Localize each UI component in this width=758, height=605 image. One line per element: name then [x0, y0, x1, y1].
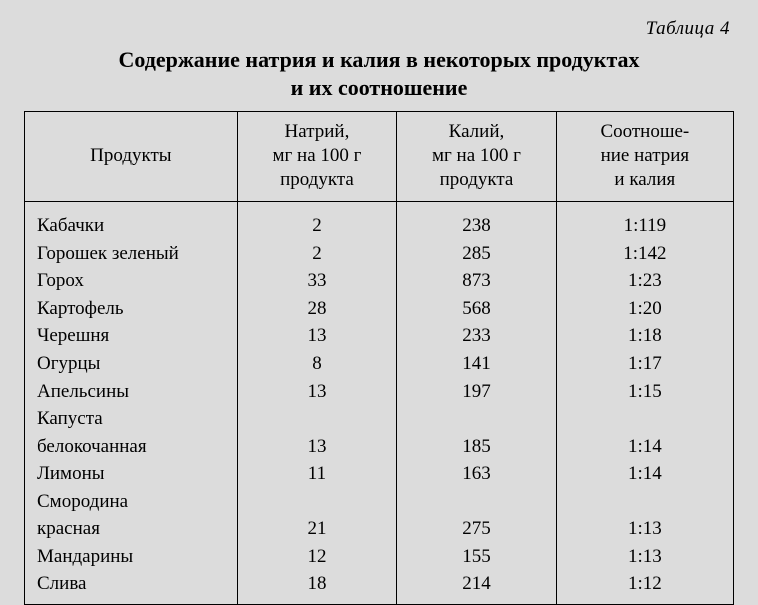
cell-ratio: 1:142	[556, 240, 733, 268]
cell-ratio: 1:23	[556, 267, 733, 295]
cell-ratio: 1:13	[556, 515, 733, 543]
cell-potassium: 214	[397, 570, 557, 604]
cell-sodium: 21	[237, 515, 397, 543]
cell-potassium: 285	[397, 240, 557, 268]
cell-potassium	[397, 405, 557, 433]
table-row: Лимоны111631:14	[25, 460, 734, 488]
table-row: Кабачки22381:119	[25, 212, 734, 240]
col-ratio: Соотноше- ние натрия и калия	[556, 112, 733, 202]
cell-product: Кабачки	[25, 212, 238, 240]
table-row: Слива182141:12	[25, 570, 734, 604]
cell-product: Картофель	[25, 295, 238, 323]
cell-sodium: 13	[237, 433, 397, 461]
cell-sodium: 11	[237, 460, 397, 488]
table-header-row: Продукты Натрий, мг на 100 г продукта Ка…	[25, 112, 734, 202]
cell-product: Апельсины	[25, 378, 238, 406]
cell-ratio: 1:119	[556, 212, 733, 240]
col-sodium: Натрий, мг на 100 г продукта	[237, 112, 397, 202]
col-ratio-l2: ние натрия	[601, 145, 690, 166]
cell-product: Слива	[25, 570, 238, 604]
title-line-2: и их соотношение	[291, 75, 468, 100]
table-row: красная212751:13	[25, 515, 734, 543]
col-sodium-l2: мг на 100 г	[272, 145, 361, 166]
col-ratio-l1: Соотноше-	[600, 121, 689, 142]
cell-ratio: 1:20	[556, 295, 733, 323]
col-potassium-l3: продукта	[440, 169, 514, 190]
cell-sodium	[237, 488, 397, 516]
data-table: Продукты Натрий, мг на 100 г продукта Ка…	[24, 111, 734, 605]
table-body: Кабачки22381:119Горошек зеленый22851:142…	[25, 202, 734, 605]
cell-sodium	[237, 405, 397, 433]
cell-sodium: 2	[237, 240, 397, 268]
cell-ratio: 1:14	[556, 460, 733, 488]
table-row: Горошек зеленый22851:142	[25, 240, 734, 268]
table-title: Содержание натрия и калия в некоторых пр…	[24, 46, 734, 101]
table-row: Черешня132331:18	[25, 322, 734, 350]
cell-potassium: 275	[397, 515, 557, 543]
cell-potassium: 197	[397, 378, 557, 406]
cell-potassium: 568	[397, 295, 557, 323]
cell-potassium: 233	[397, 322, 557, 350]
cell-ratio: 1:17	[556, 350, 733, 378]
col-sodium-l1: Натрий,	[285, 121, 350, 142]
cell-ratio: 1:14	[556, 433, 733, 461]
cell-sodium: 13	[237, 322, 397, 350]
cell-sodium: 13	[237, 378, 397, 406]
table-row: Апельсины131971:15	[25, 378, 734, 406]
cell-sodium: 8	[237, 350, 397, 378]
cell-potassium: 163	[397, 460, 557, 488]
cell-product: Огурцы	[25, 350, 238, 378]
cell-product: красная	[25, 515, 238, 543]
table-row: белокочанная131851:14	[25, 433, 734, 461]
cell-ratio	[556, 488, 733, 516]
col-potassium-l1: Калий,	[449, 121, 505, 142]
cell-sodium: 2	[237, 212, 397, 240]
title-line-1: Содержание натрия и калия в некоторых пр…	[118, 47, 639, 72]
cell-product: Горох	[25, 267, 238, 295]
col-sodium-l3: продукта	[280, 169, 354, 190]
table-caption: Таблица 4	[24, 18, 730, 40]
cell-sodium: 18	[237, 570, 397, 604]
col-potassium: Калий, мг на 100 г продукта	[397, 112, 557, 202]
cell-product: белокочанная	[25, 433, 238, 461]
cell-potassium: 141	[397, 350, 557, 378]
cell-sodium: 33	[237, 267, 397, 295]
cell-ratio: 1:12	[556, 570, 733, 604]
col-potassium-l2: мг на 100 г	[432, 145, 521, 166]
cell-product: Лимоны	[25, 460, 238, 488]
cell-potassium	[397, 488, 557, 516]
table-row: Картофель285681:20	[25, 295, 734, 323]
cell-potassium: 873	[397, 267, 557, 295]
table-row: Смородина	[25, 488, 734, 516]
cell-ratio: 1:15	[556, 378, 733, 406]
cell-product: Горошек зеленый	[25, 240, 238, 268]
cell-product: Черешня	[25, 322, 238, 350]
table-row: Горох338731:23	[25, 267, 734, 295]
cell-product: Смородина	[25, 488, 238, 516]
table-row: Огурцы81411:17	[25, 350, 734, 378]
cell-ratio: 1:18	[556, 322, 733, 350]
cell-product: Капуста	[25, 405, 238, 433]
col-ratio-l3: и калия	[614, 169, 675, 190]
cell-potassium: 185	[397, 433, 557, 461]
cell-potassium: 238	[397, 212, 557, 240]
col-products: Продукты	[25, 112, 238, 202]
cell-sodium: 28	[237, 295, 397, 323]
table-row: Капуста	[25, 405, 734, 433]
spacer-row	[25, 202, 734, 213]
cell-ratio	[556, 405, 733, 433]
